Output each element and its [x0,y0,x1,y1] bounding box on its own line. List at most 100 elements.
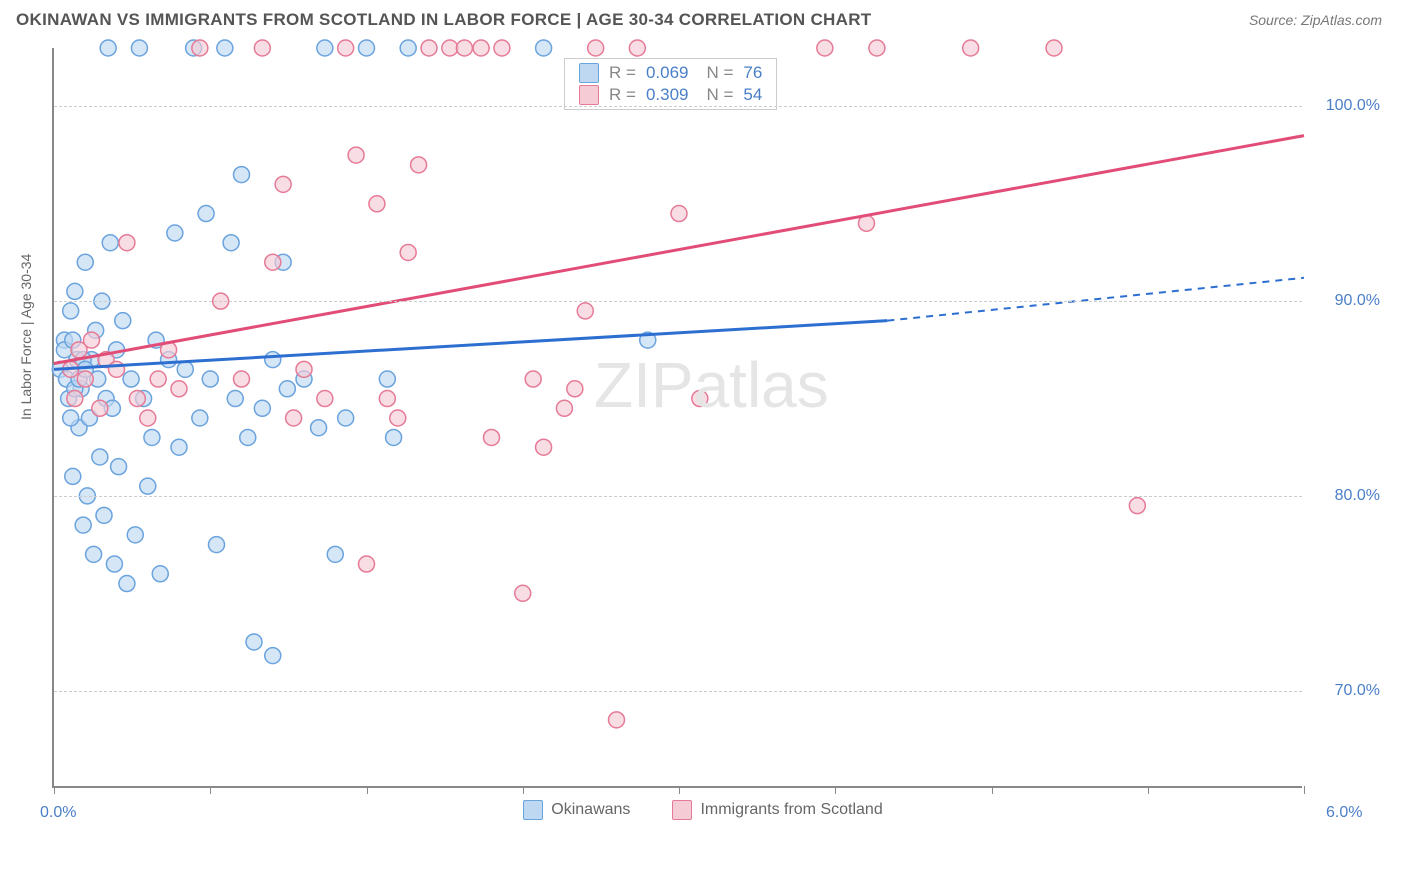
data-point [234,371,250,387]
data-point [109,361,125,377]
data-point [577,303,593,319]
data-point [63,303,79,319]
grid-line [54,301,1302,302]
data-point [400,40,416,56]
data-point [629,40,645,56]
x-tick [1148,786,1149,794]
data-point [198,206,214,222]
data-point [150,371,166,387]
legend-bottom: Okinawans Immigrants from Scotland [0,800,1406,820]
data-point [338,410,354,426]
data-point [102,235,118,251]
chart-source: Source: ZipAtlas.com [1249,12,1382,28]
data-point [556,400,572,416]
legend-swatch [579,85,599,105]
legend-item: Okinawans [523,800,630,820]
data-point [348,147,364,163]
y-tick-label: 80.0% [1335,487,1380,505]
data-point [296,361,312,377]
data-point [92,400,108,416]
chart-header: OKINAWAN VS IMMIGRANTS FROM SCOTLAND IN … [0,0,1406,38]
x-tick [835,786,836,794]
scatter-svg [54,48,1302,786]
data-point [171,381,187,397]
data-point [140,478,156,494]
y-tick-label: 100.0% [1326,97,1380,115]
x-tick [992,786,993,794]
x-tick [367,786,368,794]
data-point [359,556,375,572]
data-point [421,40,437,56]
data-point [411,157,427,173]
n-value: 54 [743,85,762,105]
legend-label: Immigrants from Scotland [700,801,882,819]
data-point [192,40,208,56]
data-point [327,546,343,562]
data-point [140,410,156,426]
data-point [106,556,122,572]
data-point [127,527,143,543]
chart-title: OKINAWAN VS IMMIGRANTS FROM SCOTLAND IN … [16,10,871,30]
data-point [536,40,552,56]
data-point [484,429,500,445]
data-point [386,429,402,445]
y-tick-label: 90.0% [1335,292,1380,310]
n-value: 76 [743,63,762,83]
trend-line-dashed [887,278,1304,321]
data-point [1129,498,1145,514]
data-point [379,391,395,407]
data-point [96,507,112,523]
x-tick [1304,786,1305,794]
data-point [129,391,145,407]
data-point [223,235,239,251]
y-axis-label: In Labor Force | Age 30-34 [18,254,34,420]
r-value: 0.309 [646,85,689,105]
data-point [240,429,256,445]
x-tick [679,786,680,794]
data-point [227,391,243,407]
data-point [286,410,302,426]
data-point [63,410,79,426]
data-point [515,585,531,601]
data-point [75,517,91,533]
grid-line [54,106,1302,107]
data-point [588,40,604,56]
data-point [265,648,281,664]
data-point [525,371,541,387]
data-point [442,40,458,56]
data-point [119,235,135,251]
data-point [234,167,250,183]
legend-swatch [523,800,543,820]
n-label: N = [706,63,733,83]
data-point [217,40,233,56]
legend-swatch [579,63,599,83]
trend-line [54,321,887,370]
data-point [609,712,625,728]
data-point [275,176,291,192]
legend-label: Okinawans [551,801,630,819]
r-label: R = [609,85,636,105]
y-tick-label: 70.0% [1335,682,1380,700]
stats-row: R =0.069N =76 [579,63,762,83]
r-label: R = [609,63,636,83]
data-point [86,546,102,562]
data-point [67,391,83,407]
data-point [246,634,262,650]
data-point [265,254,281,270]
grid-line [54,691,1302,692]
x-tick [210,786,211,794]
legend-swatch [672,800,692,820]
data-point [359,40,375,56]
data-point [963,40,979,56]
data-point [84,332,100,348]
data-point [671,206,687,222]
data-point [817,40,833,56]
plot-area: ZIPatlas R =0.069N =76R =0.309N =54 70.0… [52,48,1302,788]
data-point [65,468,81,484]
data-point [100,40,116,56]
data-point [77,371,93,387]
data-point [167,225,183,241]
stats-box: R =0.069N =76R =0.309N =54 [564,58,777,110]
data-point [177,361,193,377]
data-point [567,381,583,397]
